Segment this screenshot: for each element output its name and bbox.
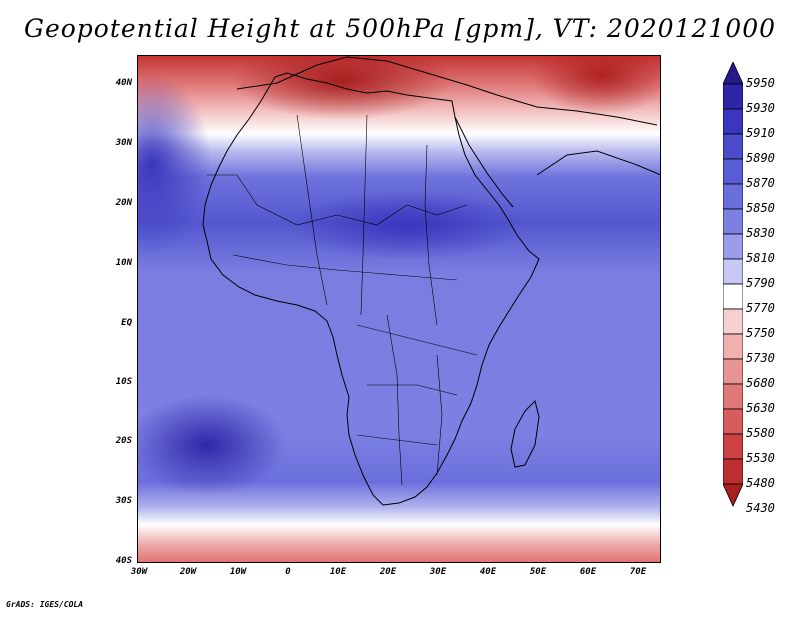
- lat-tick-label: EQ: [121, 318, 132, 328]
- footer-credit: GrADS: IGES/COLA: [6, 600, 84, 609]
- colorbar-swatches: [723, 62, 743, 507]
- coastlines: [202, 56, 661, 506]
- colorbar-bottom-arrow: [723, 483, 743, 507]
- atlantic-high: [137, 75, 212, 255]
- colorbar-swatch: [723, 433, 743, 460]
- colorbar-swatch: [723, 158, 743, 185]
- colorbar-label: 5530: [746, 451, 775, 465]
- colorbar-label: 5430: [746, 501, 775, 515]
- colorbar-swatch: [723, 133, 743, 160]
- country-borders: [207, 114, 478, 486]
- colorbar-label: 5480: [746, 476, 775, 490]
- lon-tick-label: 20E: [379, 567, 397, 577]
- colorbar-label: 5830: [746, 226, 775, 240]
- lat-tick-label: 20S: [115, 436, 132, 446]
- colorbar-label: 5580: [746, 426, 775, 440]
- colorbar-swatch: [723, 333, 743, 360]
- lat-tick-label: 10S: [115, 377, 132, 387]
- colorbar-label: 5850: [746, 201, 775, 215]
- lat-tick-label: 40S: [115, 556, 132, 566]
- lon-tick-label: 0: [285, 567, 291, 577]
- colorbar-label: 5950: [746, 76, 775, 90]
- colorbar-swatch: [723, 408, 743, 435]
- lon-tick-label: 50E: [529, 567, 547, 577]
- colorbar-swatch: [723, 83, 743, 110]
- colorbar-swatch: [723, 358, 743, 385]
- lat-tick-label: 20N: [115, 198, 132, 208]
- lon-tick-label: 10W: [229, 567, 247, 577]
- colorbar-swatch: [723, 383, 743, 410]
- contour-field: [137, 55, 661, 563]
- lon-tick-label: 30W: [130, 567, 148, 577]
- colorbar-label: 5910: [746, 126, 775, 140]
- colorbar-label: 5680: [746, 376, 775, 390]
- colorbar-swatch: [723, 308, 743, 335]
- geopotential-map: [137, 55, 661, 563]
- northeast-low: [532, 55, 661, 115]
- lon-tick-label: 40E: [479, 567, 497, 577]
- colorbar-swatch: [723, 283, 743, 310]
- colorbar-label: 5810: [746, 251, 775, 265]
- map-title: Geopotential Height at 500hPa [gpm], VT:…: [23, 14, 777, 43]
- colorbar-label: 5790: [746, 276, 775, 290]
- saharan-high: [287, 190, 527, 260]
- colorbar-swatch: [723, 108, 743, 135]
- colorbar-label: 5770: [746, 301, 775, 315]
- lon-tick-label: 30E: [429, 567, 447, 577]
- colorbar-swatch: [723, 233, 743, 260]
- colorbar-label: 5750: [746, 326, 775, 340]
- colorbar-label: 5870: [746, 176, 775, 190]
- colorbar-swatch: [723, 458, 743, 485]
- lat-tick-label: 30S: [115, 496, 132, 506]
- colorbar-swatch: [723, 183, 743, 210]
- colorbar-swatch: [723, 208, 743, 235]
- lon-tick-label: 20W: [179, 567, 197, 577]
- colorbar-swatch: [723, 258, 743, 285]
- lon-tick-label: 10E: [329, 567, 347, 577]
- colorbar-label: 5930: [746, 101, 775, 115]
- lat-tick-label: 40N: [115, 78, 132, 88]
- colorbar-label: 5890: [746, 151, 775, 165]
- lon-tick-label: 70E: [629, 567, 647, 577]
- lat-tick-label: 30N: [115, 138, 132, 148]
- lat-tick-label: 10N: [115, 258, 132, 268]
- south-atlantic-high: [137, 395, 287, 495]
- colorbar-label: 5730: [746, 351, 775, 365]
- colorbar-top-arrow: [723, 62, 743, 85]
- colorbar-label: 5630: [746, 401, 775, 415]
- lon-tick-label: 60E: [579, 567, 597, 577]
